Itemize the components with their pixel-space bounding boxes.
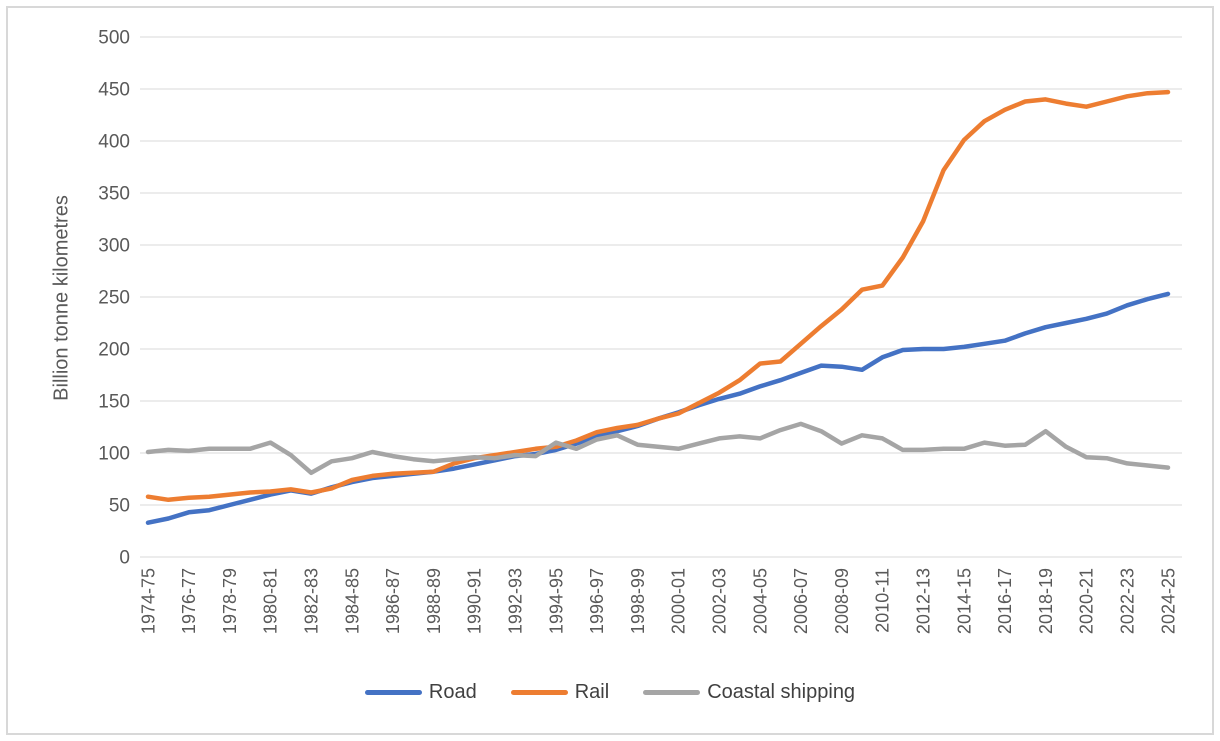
- x-tick-label: 2004-05: [750, 568, 770, 634]
- x-tick-label: 1986-87: [383, 568, 403, 634]
- legend-item-coastal-shipping: Coastal shipping: [643, 681, 855, 704]
- legend-item-road: Road: [364, 681, 477, 704]
- x-tick-label: 1988-89: [424, 568, 444, 634]
- legend-swatch-road: [364, 690, 422, 695]
- y-tick-label: 150: [98, 392, 130, 413]
- y-tick-label: 200: [98, 340, 130, 361]
- x-tick-label: 2024-25: [1158, 568, 1178, 634]
- legend-swatch-coastal-shipping: [643, 690, 701, 695]
- y-tick-label: 400: [98, 132, 130, 153]
- x-tick-label: 1978-79: [220, 568, 240, 634]
- y-tick-label: 300: [98, 236, 130, 257]
- legend-item-rail: Rail: [510, 681, 610, 704]
- legend-swatch-rail: [510, 690, 568, 695]
- y-tick-label: 50: [109, 496, 130, 517]
- legend-label-road: Road: [428, 681, 477, 703]
- x-tick-label: 1980-81: [261, 568, 281, 634]
- x-tick-label: 2000-01: [669, 568, 689, 634]
- series-line-rail: [145, 89, 1171, 503]
- y-tick-label: 500: [98, 28, 130, 49]
- y-tick-label: 250: [98, 288, 130, 309]
- x-tick-label: 1994-95: [546, 568, 566, 634]
- x-tick-label: 2014-15: [954, 568, 974, 634]
- x-tick-label: 2012-13: [914, 568, 934, 634]
- x-tick-label: 1976-77: [179, 568, 199, 634]
- x-tick-label: 1996-97: [587, 568, 607, 634]
- x-tick-label: 2020-21: [1077, 568, 1097, 634]
- x-tick-label: 2016-17: [995, 568, 1015, 634]
- y-tick-label: 350: [98, 184, 130, 205]
- series-line-coastal-shipping: [145, 421, 1171, 476]
- y-tick-label: 100: [98, 444, 130, 465]
- x-tick-label: 2006-07: [791, 568, 811, 634]
- x-tick-label: 2018-19: [1036, 568, 1056, 634]
- series-line-road: [145, 291, 1171, 525]
- legend: Road Rail Coastal shipping: [0, 681, 1220, 704]
- x-tick-label: 1998-99: [628, 568, 648, 634]
- x-tick-label: 2002-03: [710, 568, 730, 634]
- x-tick-label: 1982-83: [302, 568, 322, 634]
- legend-label-coastal-shipping: Coastal shipping: [707, 681, 856, 703]
- x-tick-label: 1974-75: [138, 568, 158, 634]
- x-tick-label: 2010-11: [873, 568, 893, 633]
- y-tick-label: 450: [98, 80, 130, 101]
- x-tick-label: 1990-91: [465, 568, 485, 634]
- y-tick-label: 0: [119, 548, 130, 569]
- x-tick-label: 2022-23: [1118, 568, 1138, 634]
- x-tick-label: 1992-93: [506, 568, 526, 634]
- legend-label-rail: Rail: [574, 681, 610, 703]
- x-tick-label: 1984-85: [342, 568, 362, 634]
- y-axis-title: Billion tonne kilometres: [50, 195, 73, 401]
- x-tick-label: 2008-09: [832, 568, 852, 634]
